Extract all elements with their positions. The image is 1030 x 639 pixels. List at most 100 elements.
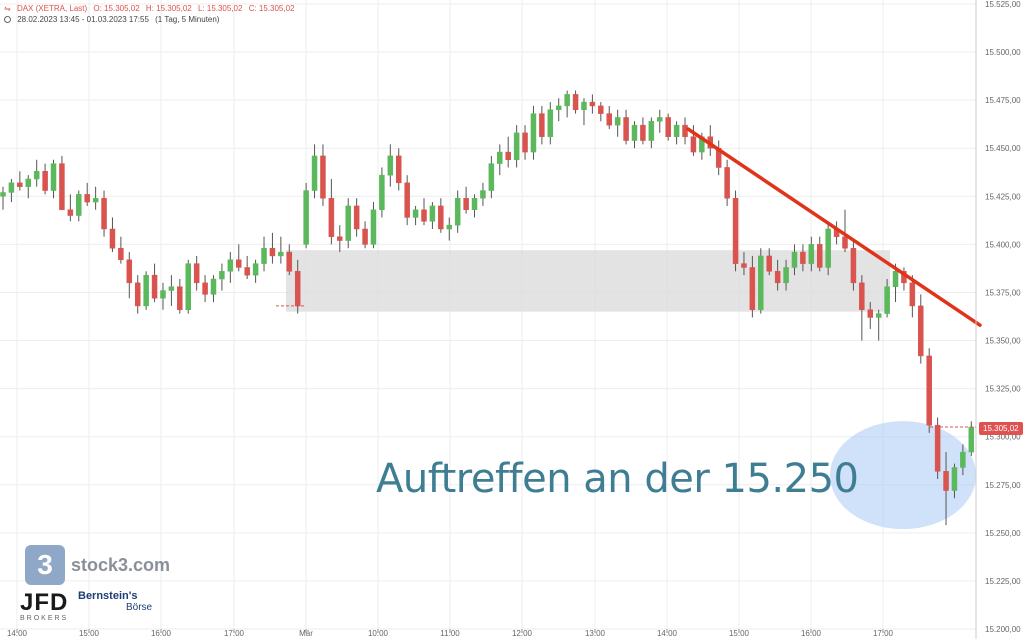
candle-body [429,205,436,222]
candle-body [33,171,40,180]
candle-body [892,271,899,287]
dax-icon: ⇋ [4,4,11,13]
candles [0,90,975,526]
candle-body [25,178,32,187]
candle-body [724,167,730,199]
candle-body [185,263,191,311]
candle-body [438,205,444,230]
candle-body [522,132,528,153]
high-value: H: 15.305,02 [145,4,192,13]
candle-body [749,267,756,311]
candle-body [480,190,486,199]
candle-body [816,244,823,268]
x-tick-label: 14:00 [7,629,28,638]
y-tick-label: 15.400,00 [985,240,1021,249]
y-tick-label: 15.325,00 [985,385,1021,394]
candle-body [825,228,831,268]
candle-body [623,117,629,141]
y-tick-label: 15.500,00 [985,48,1021,57]
candle-body [918,305,924,357]
candle-body [134,282,141,307]
y-tick-label: 15.200,00 [985,625,1021,634]
close-value: C: 15.305,02 [248,4,295,13]
bernstein-line1: Bernstein's [78,590,138,602]
jfd-logo: JFD BROKERS [20,591,68,623]
candle-body [640,124,646,141]
candle-body [960,451,966,468]
candle-body [657,117,663,122]
candle-body [193,263,200,284]
candle-body [345,205,351,241]
candle-body [294,271,301,307]
date-range: 28.02.2023 13:45 - 01.03.2023 17:55 [17,15,149,24]
candle-body [842,236,848,249]
candle-body [177,286,183,311]
low-value: L: 15.305,02 [197,4,243,13]
candle-body [968,426,975,453]
stock3-logo: 3 stock3.com [25,545,170,585]
candle-body [118,247,124,261]
candle-body [67,209,74,216]
x-tick-label: 15:00 [729,629,750,638]
candle-body [943,471,949,491]
x-tick-label: 15:00 [79,629,100,638]
candle-body [395,155,402,184]
candle-body [151,274,158,299]
candle-body [539,113,545,137]
candle-body [236,259,242,268]
x-tick-label: 16:00 [151,629,172,638]
candle-body [926,355,932,426]
bernstein-line2: Börse [126,602,153,613]
stock3-icon: 3 [25,545,65,585]
candle-body [278,251,284,257]
candle-body [665,117,671,137]
support-zone [286,250,890,312]
candle-body [547,109,554,137]
y-tick-label: 15.225,00 [985,577,1021,586]
x-tick-label: 12:00 [512,629,533,638]
candle-body [202,282,208,295]
candle-body [17,182,23,187]
candle-body [572,94,579,111]
candle-body [741,263,747,268]
candle-body [42,171,48,191]
candle-body [76,194,82,216]
candle-body [101,197,107,230]
y-tick-label: 15.300,00 [985,433,1021,442]
candle-body [454,197,461,226]
candle-body [564,94,570,107]
candle-body [446,224,453,230]
time-axis: 14:00 15:00 16:00 17:00 Mär 10:00 11:00 12:00 13… [7,629,894,638]
candle-body [606,113,612,126]
candle-body [859,282,865,311]
interval-label: (1 Tag, 5 Minuten) [155,15,220,24]
candle-body [379,174,385,211]
candle-body [387,155,394,176]
candle-body [92,197,99,203]
candle-body [370,209,377,245]
instrument-name: DAX (XETRA, Last) [16,4,88,13]
candle-body [505,151,511,161]
candle-body [850,247,857,284]
candle-body [59,163,65,211]
candle-body [513,132,520,161]
candle-body [732,197,739,264]
last-price-tag: 15.305,02 [979,422,1023,435]
candle-body [631,124,638,141]
candle-body [875,313,882,318]
candle-body [791,251,798,268]
candle-body [589,101,596,107]
x-tick-label: 17:00 [224,629,245,638]
candle-body [581,101,587,111]
y-tick-label: 15.475,00 [985,96,1021,105]
candle-body [8,182,15,193]
candle-body [909,282,916,307]
candle-body [614,117,621,126]
candle-body [758,255,764,311]
trendline [686,127,982,327]
y-tick-label: 15.450,00 [985,144,1021,153]
candle-body [84,194,90,203]
y-tick-label: 15.375,00 [985,288,1021,297]
candle-body [109,228,116,249]
